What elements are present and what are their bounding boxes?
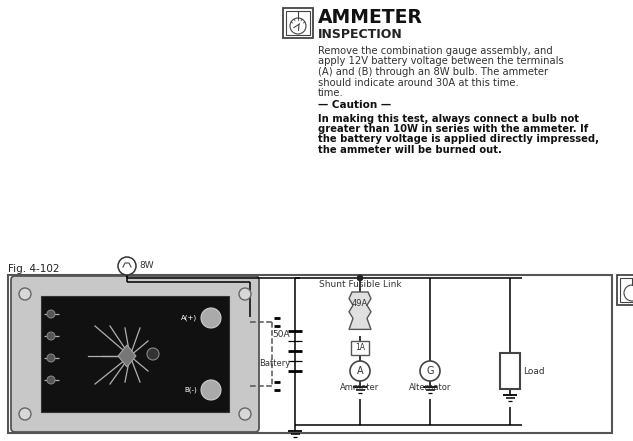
- Circle shape: [290, 18, 306, 34]
- Polygon shape: [349, 292, 371, 329]
- Text: Remove the combination gauge assembly, and: Remove the combination gauge assembly, a…: [318, 46, 553, 56]
- Text: In making this test, always connect a bulb not: In making this test, always connect a bu…: [318, 113, 579, 123]
- Text: should indicate around 30A at this time.: should indicate around 30A at this time.: [318, 78, 519, 87]
- Polygon shape: [118, 345, 136, 367]
- Circle shape: [147, 348, 159, 360]
- Text: 8W: 8W: [139, 262, 154, 270]
- Text: AMMETER: AMMETER: [318, 8, 423, 27]
- Circle shape: [357, 275, 363, 281]
- Bar: [500, 353, 520, 389]
- Bar: [620, 278, 633, 302]
- Circle shape: [201, 308, 221, 328]
- Circle shape: [239, 288, 251, 300]
- Bar: [8, 275, 612, 433]
- Text: greater than 10W in series with the ammeter. If: greater than 10W in series with the amme…: [318, 124, 588, 134]
- Bar: [351, 341, 369, 355]
- Text: 1A: 1A: [355, 344, 365, 352]
- Text: time.: time.: [318, 88, 344, 98]
- Text: Ammeter: Ammeter: [341, 383, 380, 392]
- Circle shape: [201, 380, 221, 400]
- Circle shape: [19, 288, 31, 300]
- Text: A: A: [356, 366, 363, 376]
- Text: the ammeter will be burned out.: the ammeter will be burned out.: [318, 145, 502, 155]
- Circle shape: [47, 354, 55, 362]
- Text: the battery voltage is applied directly impressed,: the battery voltage is applied directly …: [318, 135, 599, 145]
- Text: Shunt Fusible Link: Shunt Fusible Link: [318, 280, 401, 289]
- Text: — Caution —: — Caution —: [318, 101, 391, 111]
- Text: apply 12V battery voltage between the terminals: apply 12V battery voltage between the te…: [318, 56, 564, 67]
- Circle shape: [239, 408, 251, 420]
- Circle shape: [47, 332, 55, 340]
- Text: 50A: 50A: [272, 330, 290, 339]
- Text: Fig. 4-102: Fig. 4-102: [8, 264, 60, 274]
- Bar: [617, 275, 633, 305]
- Circle shape: [19, 408, 31, 420]
- Text: Load: Load: [523, 366, 544, 375]
- Text: B(-): B(-): [184, 387, 197, 393]
- FancyBboxPatch shape: [11, 276, 259, 432]
- Text: G: G: [426, 366, 434, 376]
- Text: Battery: Battery: [259, 359, 290, 368]
- Bar: [286, 11, 310, 35]
- Circle shape: [47, 310, 55, 318]
- Text: 49A: 49A: [352, 299, 368, 308]
- Circle shape: [624, 285, 633, 301]
- Text: Alternator: Alternator: [409, 383, 451, 392]
- Circle shape: [47, 376, 55, 384]
- Circle shape: [420, 361, 440, 381]
- Bar: [41, 296, 229, 412]
- Text: INSPECTION: INSPECTION: [318, 28, 403, 41]
- Bar: [283, 8, 313, 38]
- Text: A(+): A(+): [181, 315, 197, 321]
- Text: (A) and (B) through an 8W bulb. The ammeter: (A) and (B) through an 8W bulb. The amme…: [318, 67, 548, 77]
- Circle shape: [118, 257, 136, 275]
- Circle shape: [350, 361, 370, 381]
